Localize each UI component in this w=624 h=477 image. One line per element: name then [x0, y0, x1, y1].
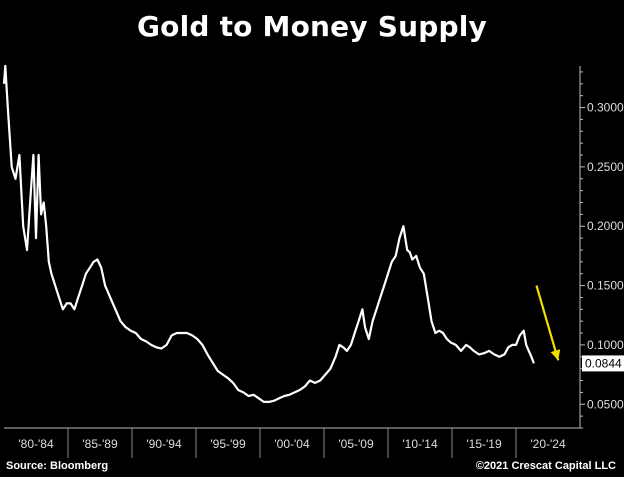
last-value-label: 0.0844	[582, 355, 624, 372]
x-tick-label: '05-'09	[338, 437, 374, 451]
chart-title: Gold to Money Supply	[136, 10, 488, 43]
source-note: Source: Bloomberg	[6, 460, 109, 472]
x-tick-label: '85-'89	[82, 437, 118, 451]
series-line	[2, 64, 535, 403]
x-tick-label: '15-'19	[466, 437, 502, 451]
copyright-note: ©2021 Crescat Capital LLC	[475, 460, 616, 472]
x-tick-label: '80-'84	[18, 437, 54, 451]
x-tick-label: '10-'14	[402, 437, 438, 451]
annotation-arrow-shaft	[535, 285, 560, 361]
x-tick-label: '00-'04	[274, 437, 310, 451]
last-value-box	[582, 355, 624, 372]
x-tick-label: '90-'94	[146, 437, 182, 451]
y-tick-label: 0.1500	[587, 279, 624, 293]
y-tick-label: 0.0500	[587, 397, 624, 411]
x-tick-label: '20-'24	[530, 437, 566, 451]
last-value-text: 0.0844	[585, 356, 622, 370]
x-tick-label: '95-'99	[210, 437, 246, 451]
y-tick-label: 0.2500	[587, 160, 624, 174]
y-tick-label: 0.1000	[587, 338, 624, 352]
y-tick-label: 0.3000	[587, 101, 624, 115]
y-tick-label: 0.2000	[587, 219, 624, 233]
annotation-arrow-head	[550, 349, 561, 361]
